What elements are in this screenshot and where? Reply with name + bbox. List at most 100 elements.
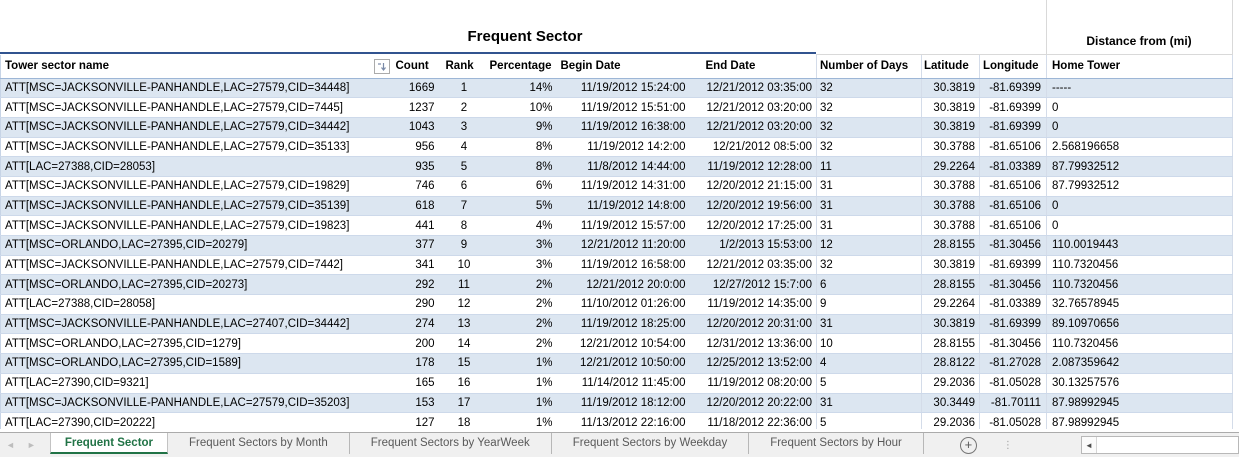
col-header-percentage[interactable]: Percentage (487, 55, 557, 79)
col-header-home-tower[interactable]: Home Tower (1046, 55, 1233, 79)
cell[interactable]: ATT[MSC=ORLANDO,LAC=27395,CID=1279] (0, 333, 393, 355)
cell[interactable]: 32 (816, 255, 922, 276)
cell[interactable]: 3 (440, 117, 488, 138)
cell[interactable]: 12/31/2012 13:36:00 (694, 333, 817, 355)
cell[interactable]: 618 (392, 196, 441, 217)
tabs-scroll-left-icon[interactable]: ◄ (6, 440, 15, 450)
tab-frequent-sectors-by-hour[interactable]: Frequent Sectors by Hour (749, 433, 924, 454)
cell[interactable]: -81.30456 (979, 333, 1047, 355)
cell[interactable]: 1/2/2013 15:53:00 (694, 235, 817, 256)
cell[interactable]: 1% (487, 353, 557, 374)
col-header-number-of-days[interactable]: Number of Days (816, 55, 922, 79)
cell[interactable]: 12 (816, 235, 922, 256)
cell[interactable]: 12/21/2012 03:20:00 (694, 117, 817, 138)
cell[interactable]: 12 (440, 294, 488, 315)
cell[interactable]: 87.79932512 (1046, 156, 1233, 177)
cell[interactable]: ATT[MSC=JACKSONVILLE-PANHANDLE,LAC=27579… (0, 117, 393, 138)
cell[interactable]: 11/19/2012 16:58:00 (556, 255, 695, 276)
cell[interactable]: 30.3819 (921, 255, 980, 276)
cell[interactable]: 12/21/2012 08:5:00 (694, 137, 817, 158)
cell[interactable]: 11/18/2012 22:36:00 (694, 412, 817, 429)
cell[interactable]: 377 (392, 235, 441, 256)
cell[interactable]: -81.30456 (979, 235, 1047, 256)
cell[interactable]: ATT[MSC=JACKSONVILLE-PANHANDLE,LAC=27579… (0, 215, 393, 236)
cell[interactable]: 5 (816, 373, 922, 394)
cell[interactable]: 89.10970656 (1046, 314, 1233, 335)
cell[interactable]: 16 (440, 373, 488, 394)
cell[interactable]: -81.70111 (979, 393, 1047, 414)
cell[interactable]: 746 (392, 176, 441, 197)
cell[interactable]: ----- (1046, 78, 1233, 99)
cell[interactable]: 1% (487, 373, 557, 394)
cell[interactable]: 2% (487, 333, 557, 355)
cell[interactable]: -81.69399 (979, 97, 1047, 118)
cell[interactable]: 2% (487, 274, 557, 296)
cell[interactable]: 110.7320456 (1046, 333, 1233, 355)
cell[interactable]: 4 (440, 137, 488, 158)
cell[interactable]: 110.0019443 (1046, 235, 1233, 256)
cell[interactable]: -81.69399 (979, 255, 1047, 276)
cell[interactable]: 10% (487, 97, 557, 118)
cell[interactable]: 30.13257576 (1046, 373, 1233, 394)
cell[interactable]: 29.2036 (921, 412, 980, 429)
cell[interactable]: ATT[MSC=JACKSONVILLE-PANHANDLE,LAC=27579… (0, 255, 393, 276)
col-header-end-date[interactable]: End Date (694, 55, 817, 79)
cell[interactable]: 30.3788 (921, 137, 980, 158)
tab-frequent-sectors-by-month[interactable]: Frequent Sectors by Month (168, 433, 350, 454)
cell[interactable]: 30.3788 (921, 196, 980, 217)
cell[interactable]: 8 (440, 215, 488, 236)
cell[interactable]: 341 (392, 255, 441, 276)
cell[interactable]: 178 (392, 353, 441, 374)
cell[interactable]: 200 (392, 333, 441, 355)
cell[interactable]: 28.8155 (921, 333, 980, 355)
cell[interactable]: 11/8/2012 14:44:00 (556, 156, 695, 177)
cell[interactable]: 2% (487, 314, 557, 335)
col-header-count[interactable]: Count (392, 55, 441, 79)
cell[interactable]: 12/20/2012 20:31:00 (694, 314, 817, 335)
cell[interactable]: -81.27028 (979, 353, 1047, 374)
col-header-rank[interactable]: Rank (440, 55, 488, 79)
cell[interactable]: 29.2264 (921, 156, 980, 177)
cell[interactable]: 127 (392, 412, 441, 429)
cell[interactable]: -81.69399 (979, 314, 1047, 335)
cell[interactable]: 32 (816, 97, 922, 118)
cell[interactable]: 11/13/2012 22:16:00 (556, 412, 695, 429)
cell[interactable]: -81.65106 (979, 176, 1047, 197)
cell[interactable]: 11 (816, 156, 922, 177)
cell[interactable]: -81.05028 (979, 412, 1047, 429)
cell[interactable]: ATT[MSC=JACKSONVILLE-PANHANDLE,LAC=27579… (0, 196, 393, 217)
cell[interactable]: 12/21/2012 10:50:00 (556, 353, 695, 374)
cell[interactable]: 30.3819 (921, 78, 980, 99)
scrollbar-track[interactable] (1097, 437, 1238, 453)
cell[interactable]: 32 (816, 78, 922, 99)
cell[interactable]: 11/19/2012 16:38:00 (556, 117, 695, 138)
cell[interactable]: 2.087359642 (1046, 353, 1233, 374)
tabs-scroll-right-icon[interactable]: ► (26, 440, 36, 450)
cell[interactable]: 12/25/2012 13:52:00 (694, 353, 817, 374)
cell[interactable]: 12/21/2012 03:20:00 (694, 97, 817, 118)
cell[interactable]: 32.76578945 (1046, 294, 1233, 315)
cell[interactable]: 11/14/2012 11:45:00 (556, 373, 695, 394)
cell[interactable]: 12/20/2012 21:15:00 (694, 176, 817, 197)
col-header-begin-date[interactable]: Begin Date (556, 55, 695, 79)
cell[interactable]: 8% (487, 137, 557, 158)
cell[interactable]: -81.30456 (979, 274, 1047, 296)
cell[interactable]: 11/19/2012 18:12:00 (556, 393, 695, 414)
cell[interactable]: 935 (392, 156, 441, 177)
cell[interactable]: 12/21/2012 03:35:00 (694, 255, 817, 276)
cell[interactable]: 28.8155 (921, 235, 980, 256)
cell[interactable]: 0 (1046, 196, 1233, 217)
cell[interactable]: 6 (816, 274, 922, 296)
cell[interactable]: 1% (487, 393, 557, 414)
cell[interactable]: 30.3788 (921, 176, 980, 197)
cell[interactable]: 12/21/2012 11:20:00 (556, 235, 695, 256)
cell[interactable]: 30.3449 (921, 393, 980, 414)
cell[interactable]: 10 (440, 255, 488, 276)
cell[interactable]: 5% (487, 196, 557, 217)
cell[interactable]: -81.69399 (979, 117, 1047, 138)
cell[interactable]: -81.65106 (979, 215, 1047, 236)
cell[interactable]: 87.98992945 (1046, 393, 1233, 414)
cell[interactable]: 12/20/2012 20:22:00 (694, 393, 817, 414)
cell[interactable]: 11/10/2012 01:26:00 (556, 294, 695, 315)
cell[interactable]: 1043 (392, 117, 441, 138)
